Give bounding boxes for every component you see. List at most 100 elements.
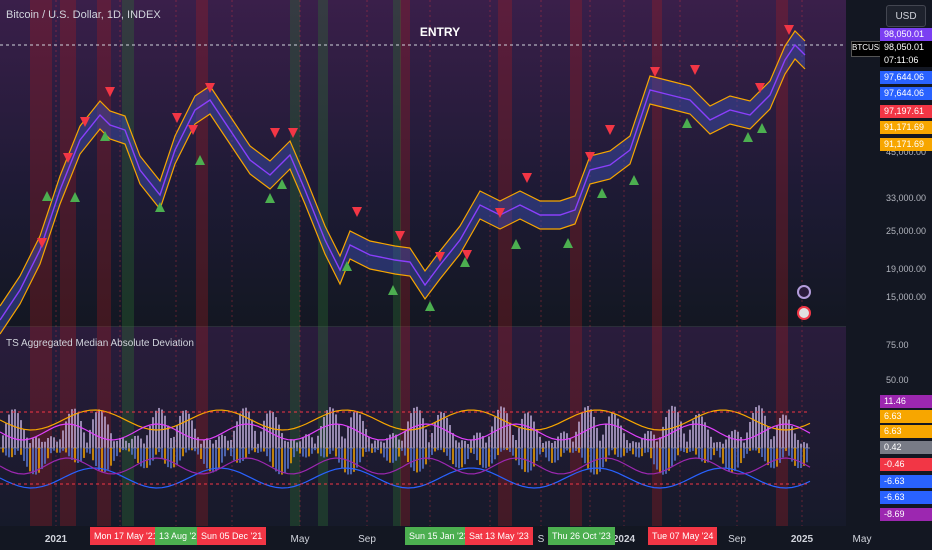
indicator-tag: -8.69 [880, 508, 932, 521]
positive-bar [533, 421, 535, 448]
negative-bar [245, 448, 247, 458]
negative-bar [539, 448, 541, 455]
positive-bar [17, 413, 19, 448]
positive-bar [401, 440, 403, 448]
positive-bar [314, 443, 316, 448]
symbol-title[interactable]: Bitcoin / U.S. Dollar, 1D, INDEX [6, 9, 161, 21]
positive-bar [413, 407, 415, 448]
negative-bar [71, 448, 73, 460]
positive-bar [335, 414, 337, 448]
positive-bar [77, 412, 79, 448]
indicator-title[interactable]: TS Aggregated Median Absolute Deviation [6, 338, 194, 349]
negative-bar [425, 448, 427, 465]
negative-bar [353, 448, 355, 472]
positive-bar [398, 439, 400, 448]
sell-signal-arrow [352, 207, 362, 217]
positive-bar [80, 420, 82, 448]
negative-bar [320, 448, 322, 457]
positive-bar [134, 435, 136, 448]
symbol-price-tag: BTCUSD [851, 41, 885, 57]
negative-bar [671, 448, 673, 467]
negative-bar [8, 448, 10, 458]
date-badge: Sat 13 May '23 [465, 527, 533, 545]
positive-bar [32, 438, 34, 448]
lightning-icon[interactable] [797, 285, 811, 299]
positive-bar [308, 434, 310, 448]
positive-bar [14, 409, 16, 448]
negative-bar [221, 448, 223, 463]
positive-bar [671, 405, 673, 448]
negative-bar [89, 448, 91, 454]
negative-bar [116, 448, 118, 457]
positive-bar [758, 405, 760, 448]
positive-bar [23, 428, 25, 448]
sell-signal-arrow [172, 113, 182, 123]
positive-bar [638, 442, 640, 448]
price-scale-label: 15,000.00 [886, 292, 927, 302]
positive-bar [176, 424, 178, 448]
negative-bar [638, 448, 640, 458]
positive-bar [494, 416, 496, 448]
negative-bar [749, 448, 751, 451]
negative-bar [479, 448, 481, 465]
negative-bar [173, 448, 175, 468]
negative-bar [218, 448, 220, 468]
currency-selector[interactable]: USD [886, 5, 926, 27]
positive-bar [236, 421, 238, 448]
negative-bar [614, 448, 616, 455]
negative-bar [536, 448, 538, 461]
negative-bar [743, 448, 745, 459]
negative-bar [650, 448, 652, 459]
negative-bar [605, 448, 607, 462]
negative-bar [368, 448, 370, 452]
negative-bar [647, 448, 649, 453]
positive-bar [2, 435, 4, 448]
negative-bar [410, 448, 412, 468]
sell-signal-arrow [690, 65, 700, 75]
indicator-scale-label: 50.00 [886, 375, 909, 385]
positive-bar [158, 407, 160, 448]
us-flag-icon[interactable] [797, 306, 811, 320]
negative-bar [566, 448, 568, 451]
negative-bar [104, 448, 106, 473]
negative-bar [446, 448, 448, 456]
positive-bar [341, 436, 343, 448]
negative-bar [302, 448, 304, 457]
negative-bar [296, 448, 298, 452]
positive-bar [770, 439, 772, 448]
chart-canvas[interactable] [0, 0, 880, 526]
negative-bar [632, 448, 634, 455]
positive-bar [35, 436, 37, 448]
positive-bar [257, 443, 259, 448]
negative-bar [281, 448, 283, 475]
negative-bar [413, 448, 415, 472]
negative-bar [197, 448, 199, 455]
negative-bar [62, 448, 64, 451]
buy-signal-arrow [460, 257, 470, 267]
indicator-tag: -6.63 [880, 491, 932, 504]
negative-bar [689, 448, 691, 452]
positive-bar [773, 436, 775, 448]
negative-bar [470, 448, 472, 453]
negative-bar [506, 448, 508, 451]
lower-mad-line [0, 467, 811, 489]
buy-zone-band [318, 0, 328, 526]
sell-zone-band [498, 0, 512, 526]
positive-bar [116, 440, 118, 448]
positive-bar [707, 429, 709, 448]
time-label: May [852, 534, 872, 545]
time-label: May [290, 534, 310, 545]
negative-bar [464, 448, 466, 465]
positive-bar [287, 441, 289, 448]
negative-bar [488, 448, 490, 467]
positive-bar [164, 415, 166, 448]
negative-bar [53, 448, 55, 451]
negative-bar [44, 448, 46, 464]
positive-bar [311, 437, 313, 448]
negative-bar [383, 448, 385, 458]
sell-signal-arrow [395, 231, 405, 241]
sell-signal-arrow [80, 117, 90, 127]
positive-bar [392, 433, 394, 448]
positive-bar [410, 413, 412, 448]
countdown-tag: 07:11:06 [880, 54, 932, 67]
